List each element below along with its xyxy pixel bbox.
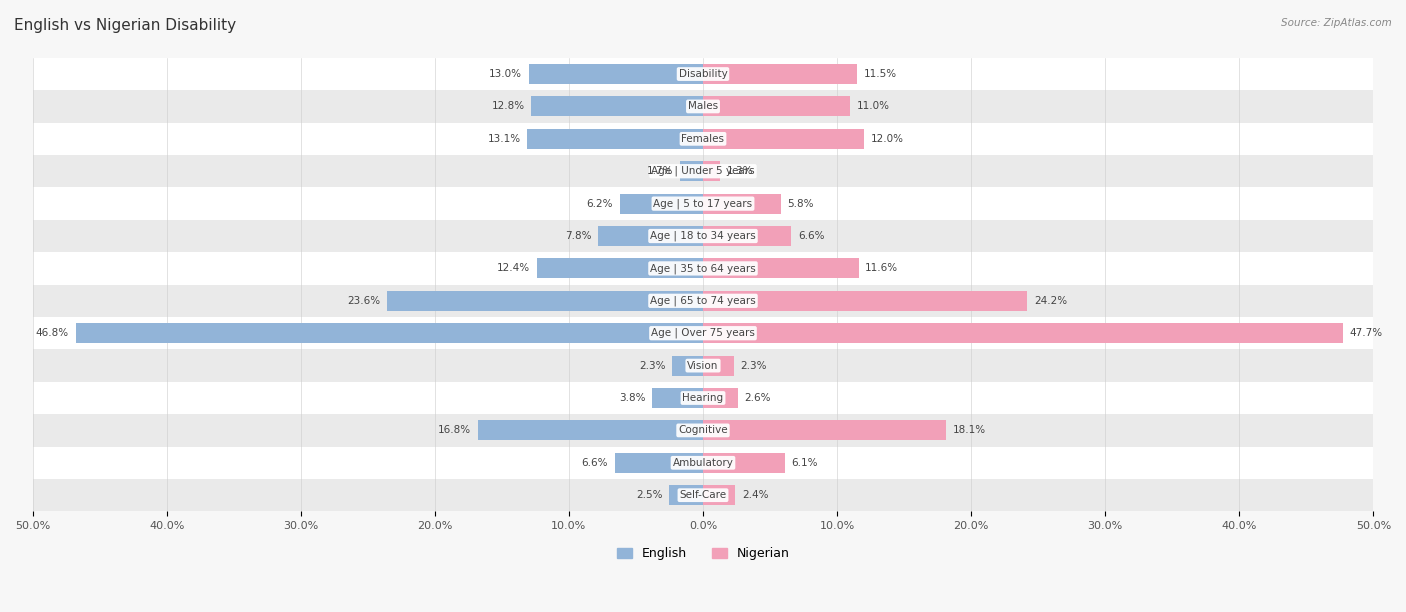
Text: 2.4%: 2.4%: [742, 490, 769, 500]
Bar: [387, 291, 703, 311]
Bar: [32, 414, 1374, 447]
Text: 24.2%: 24.2%: [1035, 296, 1067, 306]
Bar: [529, 64, 703, 84]
Text: 5.8%: 5.8%: [787, 199, 814, 209]
Bar: [703, 291, 1028, 311]
Text: 11.5%: 11.5%: [863, 69, 897, 79]
Bar: [652, 388, 703, 408]
Bar: [32, 187, 1374, 220]
Text: Age | 65 to 74 years: Age | 65 to 74 years: [650, 296, 756, 306]
Text: 13.1%: 13.1%: [488, 134, 520, 144]
Bar: [32, 58, 1374, 90]
Text: Source: ZipAtlas.com: Source: ZipAtlas.com: [1281, 18, 1392, 28]
Bar: [32, 285, 1374, 317]
Text: 6.6%: 6.6%: [581, 458, 607, 468]
Text: 11.0%: 11.0%: [858, 102, 890, 111]
Text: Vision: Vision: [688, 360, 718, 371]
Bar: [703, 388, 738, 408]
Text: 11.6%: 11.6%: [865, 263, 898, 274]
Bar: [703, 420, 946, 441]
Text: Age | 35 to 64 years: Age | 35 to 64 years: [650, 263, 756, 274]
Bar: [703, 226, 792, 246]
Bar: [32, 252, 1374, 285]
Bar: [703, 97, 851, 116]
Text: 2.3%: 2.3%: [741, 360, 768, 371]
Bar: [478, 420, 703, 441]
Text: 12.8%: 12.8%: [492, 102, 524, 111]
Text: 46.8%: 46.8%: [35, 328, 69, 338]
Bar: [32, 349, 1374, 382]
Text: 1.3%: 1.3%: [727, 166, 754, 176]
Bar: [703, 323, 1343, 343]
Bar: [32, 220, 1374, 252]
Text: Cognitive: Cognitive: [678, 425, 728, 435]
Bar: [703, 129, 863, 149]
Bar: [537, 258, 703, 278]
Text: Age | Under 5 years: Age | Under 5 years: [651, 166, 755, 176]
Text: Age | Over 75 years: Age | Over 75 years: [651, 328, 755, 338]
Text: 13.0%: 13.0%: [489, 69, 522, 79]
Text: 6.2%: 6.2%: [586, 199, 613, 209]
Text: Disability: Disability: [679, 69, 727, 79]
Bar: [703, 258, 859, 278]
Bar: [703, 64, 858, 84]
Text: 16.8%: 16.8%: [437, 425, 471, 435]
Text: 2.5%: 2.5%: [637, 490, 662, 500]
Text: Males: Males: [688, 102, 718, 111]
Text: 7.8%: 7.8%: [565, 231, 592, 241]
Text: 18.1%: 18.1%: [952, 425, 986, 435]
Text: 3.8%: 3.8%: [619, 393, 645, 403]
Text: 2.6%: 2.6%: [745, 393, 770, 403]
Legend: English, Nigerian: English, Nigerian: [613, 543, 793, 564]
Bar: [703, 485, 735, 506]
Text: 2.3%: 2.3%: [638, 360, 665, 371]
Text: Age | 5 to 17 years: Age | 5 to 17 years: [654, 198, 752, 209]
Bar: [669, 485, 703, 506]
Text: Age | 18 to 34 years: Age | 18 to 34 years: [650, 231, 756, 241]
Bar: [620, 193, 703, 214]
Bar: [531, 97, 703, 116]
Text: 12.4%: 12.4%: [496, 263, 530, 274]
Bar: [599, 226, 703, 246]
Bar: [703, 193, 780, 214]
Text: Ambulatory: Ambulatory: [672, 458, 734, 468]
Bar: [703, 356, 734, 376]
Bar: [32, 317, 1374, 349]
Text: Hearing: Hearing: [682, 393, 724, 403]
Bar: [32, 90, 1374, 122]
Text: 6.6%: 6.6%: [799, 231, 825, 241]
Bar: [527, 129, 703, 149]
Bar: [32, 155, 1374, 187]
Bar: [681, 161, 703, 181]
Text: 1.7%: 1.7%: [647, 166, 673, 176]
Text: Self-Care: Self-Care: [679, 490, 727, 500]
Text: English vs Nigerian Disability: English vs Nigerian Disability: [14, 18, 236, 34]
Bar: [32, 122, 1374, 155]
Text: 12.0%: 12.0%: [870, 134, 904, 144]
Text: 6.1%: 6.1%: [792, 458, 818, 468]
Text: 47.7%: 47.7%: [1350, 328, 1382, 338]
Text: 23.6%: 23.6%: [347, 296, 380, 306]
Bar: [32, 479, 1374, 512]
Text: Females: Females: [682, 134, 724, 144]
Bar: [32, 447, 1374, 479]
Bar: [32, 382, 1374, 414]
Bar: [76, 323, 703, 343]
Bar: [703, 161, 720, 181]
Bar: [703, 453, 785, 473]
Bar: [672, 356, 703, 376]
Bar: [614, 453, 703, 473]
